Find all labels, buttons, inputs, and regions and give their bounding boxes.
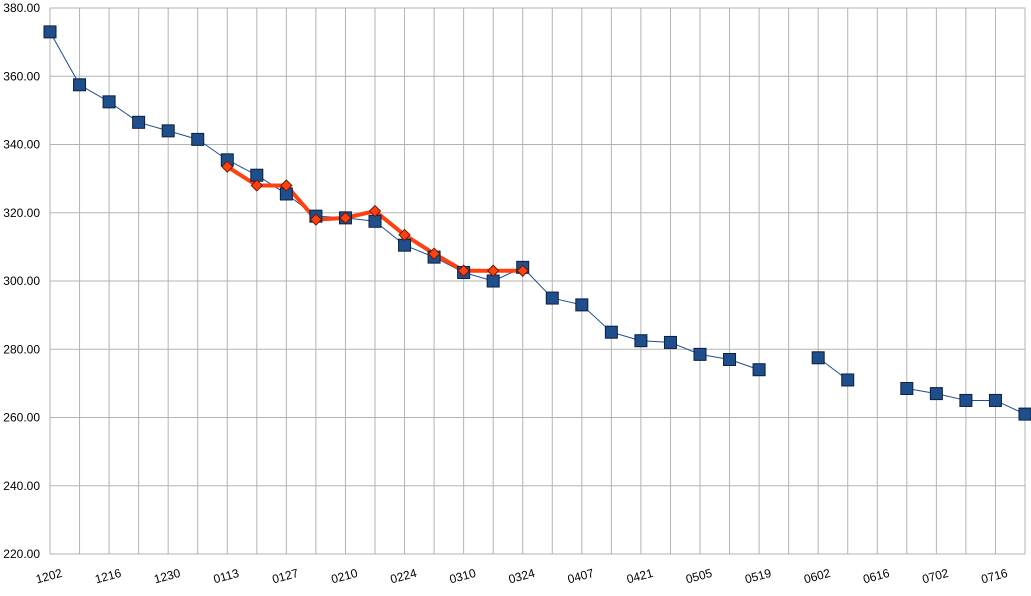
y-tick-label: 320.00: [3, 206, 40, 220]
x-tick-label: 0421: [625, 566, 655, 587]
data-point: [43, 25, 57, 39]
data-point: [339, 211, 352, 225]
y-tick-label: 240.00: [3, 479, 40, 493]
data-point: [752, 363, 766, 377]
grid-lines: [50, 8, 1025, 554]
x-tick-label: 1230: [152, 566, 182, 587]
y-tick-label: 340.00: [3, 138, 40, 152]
data-point: [663, 335, 677, 349]
data-point: [309, 213, 323, 226]
data-point: [604, 325, 618, 339]
y-axis-ticks: 220.00 240.00 260.00 280.00 300.00 320.00 340.…: [3, 1, 40, 561]
x-tick-label: 0407: [566, 566, 596, 587]
y-tick-label: 300.00: [3, 274, 40, 288]
data-point: [841, 373, 855, 387]
x-tick-label: 0210: [330, 566, 360, 587]
data-point: [959, 393, 973, 407]
x-tick-label: 1216: [93, 566, 123, 587]
data-point: [811, 351, 825, 365]
data-point: [398, 228, 411, 242]
y-tick-label: 380.00: [3, 1, 40, 15]
x-tick-label: 0127: [271, 566, 301, 587]
x-axis-ticks: 1202 1216 1230 0113 0127 0210 0224 0310 0324 0407…: [34, 566, 1009, 587]
data-point: [250, 179, 264, 192]
data-point: [191, 132, 205, 146]
x-tick-label: 0519: [743, 566, 773, 587]
data-point: [929, 387, 943, 401]
x-tick-label: 0505: [684, 566, 714, 587]
data-point: [280, 179, 293, 192]
data-point: [988, 393, 1002, 407]
x-tick-label: 1202: [34, 566, 64, 587]
data-point: [575, 298, 589, 312]
y-tick-label: 360.00: [3, 69, 40, 83]
data-point: [723, 352, 737, 366]
data-point: [73, 78, 87, 92]
data-point: [102, 95, 116, 109]
x-tick-label: 0616: [862, 566, 892, 587]
data-point: [545, 291, 559, 305]
data-point: [693, 347, 707, 361]
x-tick-label: 0113: [212, 566, 241, 586]
data-point: [132, 115, 146, 129]
data-point: [516, 264, 529, 277]
data-point: [427, 247, 441, 260]
x-tick-label: 0324: [507, 566, 537, 587]
data-point: [221, 160, 234, 173]
x-tick-label: 0716: [980, 566, 1010, 587]
x-tick-label: 0702: [921, 566, 951, 587]
y-tick-label: 220.00: [3, 547, 40, 561]
x-tick-label: 0224: [389, 566, 419, 587]
data-point: [1018, 407, 1031, 421]
x-tick-label: 0310: [448, 566, 478, 587]
series-markers: [43, 25, 1031, 421]
x-tick-label: 0602: [802, 566, 832, 587]
data-point: [634, 334, 648, 348]
data-point: [368, 204, 382, 218]
data-point: [486, 264, 500, 277]
data-point: [900, 381, 914, 395]
data-point: [457, 264, 470, 277]
y-tick-label: 280.00: [3, 342, 40, 356]
y-tick-label: 260.00: [3, 411, 40, 425]
data-point: [161, 124, 175, 138]
